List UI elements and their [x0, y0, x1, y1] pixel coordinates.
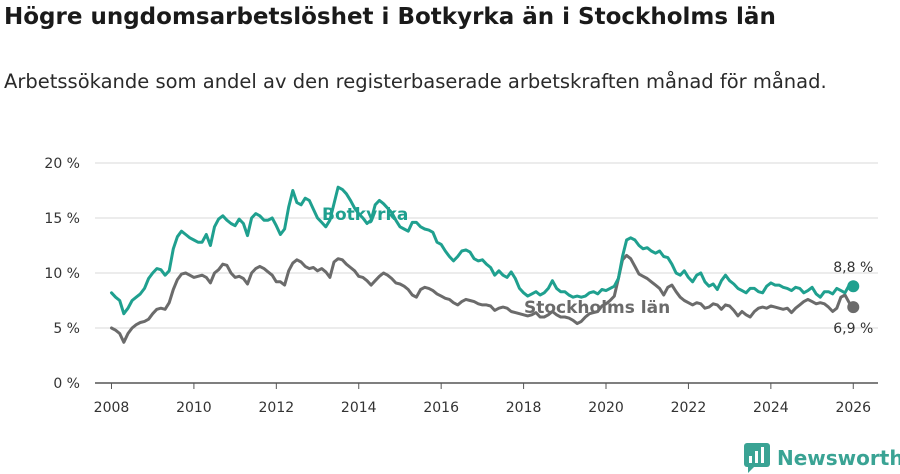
y-tick-label: 0 % [53, 376, 80, 392]
end-value-stockholm: 6,9 % [833, 321, 873, 337]
end-point-botkyrka [847, 280, 860, 293]
x-tick-label: 2024 [753, 400, 789, 416]
x-tick-label: 2016 [423, 400, 459, 416]
brand-name: Newsworthy [777, 446, 900, 470]
x-axis: 2008 2010 2012 2014 2016 2018 2020 2022 2024 2026 [94, 382, 878, 416]
x-tick-label: 2010 [176, 400, 212, 416]
end-value-botkyrka: 8,8 % [833, 260, 873, 276]
end-point-stockholm [847, 301, 860, 314]
brand-logo[interactable]: Newsworthy [744, 443, 900, 473]
x-tick-label: 2014 [341, 400, 377, 416]
chart-subtitle: Arbetssökande som andel av den registerb… [4, 70, 827, 93]
newsworthy-logo-icon [744, 443, 770, 473]
x-tick-label: 2026 [835, 400, 871, 416]
y-tick-label: 10 % [44, 266, 80, 282]
y-tick-label: 20 % [44, 156, 80, 172]
series-line-stockholm [110, 253, 855, 344]
x-tick-label: 2020 [588, 400, 624, 416]
x-tick-label: 2022 [671, 400, 707, 416]
chart-title: Högre ungdomsarbetslöshet i Botkyrka än … [4, 4, 776, 30]
x-tick-label: 2018 [506, 400, 542, 416]
series-label-botkyrka: Botkyrka [322, 205, 408, 225]
x-tick-label: 2012 [259, 400, 295, 416]
y-axis: 0 % 5 % 10 % 15 % 20 % [44, 156, 80, 392]
y-gridlines [95, 162, 878, 329]
x-tick-label: 2008 [94, 400, 130, 416]
series-label-stockholm: Stockholms län [524, 298, 670, 318]
series-lines [110, 185, 855, 344]
y-tick-label: 5 % [53, 321, 80, 337]
series-line-botkyrka [110, 185, 855, 316]
y-tick-label: 15 % [44, 211, 80, 227]
